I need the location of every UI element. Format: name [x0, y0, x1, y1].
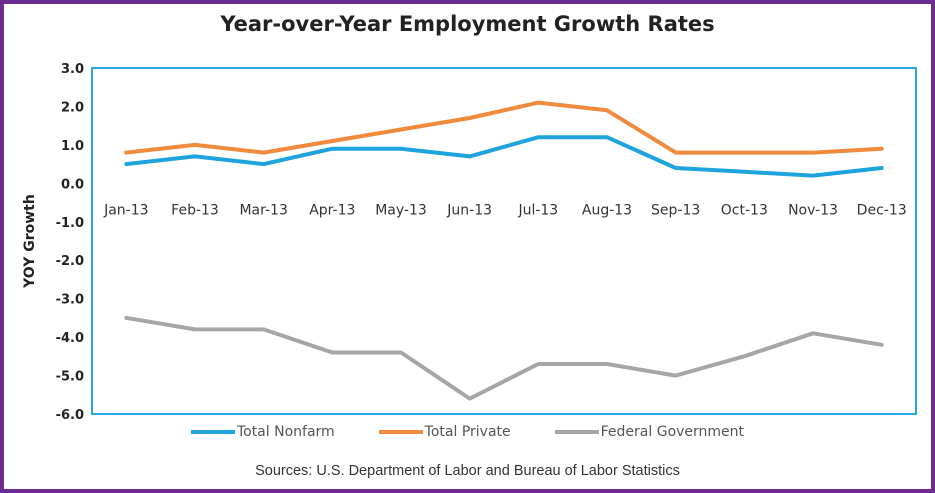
x-tick-label: Mar-13 [239, 202, 287, 218]
legend-item-federal-government: Federal Government [554, 424, 745, 440]
x-tick-label: Oct-13 [721, 202, 768, 218]
y-tick-label: 0.0 [61, 177, 84, 192]
legend-label-total-nonfarm: Total Nonfarm [236, 424, 335, 440]
legend-item-total-private: Total Private [378, 424, 511, 440]
series-line-total-private [124, 100, 884, 155]
y-tick-label: 1.0 [61, 139, 84, 154]
legend-label-total-private: Total Private [424, 424, 511, 440]
y-tick-label: -2.0 [56, 254, 84, 269]
y-tick-label: 3.0 [61, 62, 84, 77]
x-tick-label: Jul-13 [517, 202, 558, 218]
x-tick-label: Jun-13 [446, 202, 492, 218]
x-tick-label: Feb-13 [171, 202, 219, 218]
x-tick-label: Apr-13 [309, 202, 355, 218]
series-line-total-nonfarm [124, 135, 884, 178]
y-tick-label: -3.0 [56, 293, 84, 308]
y-axis-label: YOY Growth [22, 194, 38, 289]
plot-area [91, 67, 917, 415]
legend-item-total-nonfarm: Total Nonfarm [190, 424, 335, 440]
y-tick-label: -4.0 [56, 331, 84, 346]
x-tick-label: Aug-13 [582, 202, 632, 218]
chart-title: Year-over-Year Employment Growth Rates [220, 12, 715, 36]
legend-swatch-total-nonfarm [190, 430, 235, 434]
x-tick-label: Sep-13 [651, 202, 700, 218]
y-tick-label: -6.0 [56, 408, 84, 423]
y-tick-label: 2.0 [61, 100, 84, 115]
x-tick-label: Nov-13 [788, 202, 838, 218]
legend-label-federal-government: Federal Government [600, 424, 745, 440]
legend-swatch-total-private [378, 430, 423, 434]
y-tick-label: -1.0 [56, 216, 84, 231]
source-note: Sources: U.S. Department of Labor and Bu… [255, 463, 680, 479]
x-tick-label: Jan-13 [103, 202, 148, 218]
x-tick-label: May-13 [375, 202, 427, 218]
legend-swatch-federal-government [554, 430, 599, 434]
series-line-federal-government [124, 315, 884, 401]
legend: Total Nonfarm Total Private Federal Gove… [0, 424, 935, 440]
x-tick-label: Dec-13 [857, 202, 907, 218]
y-tick-label: -5.0 [56, 370, 84, 385]
